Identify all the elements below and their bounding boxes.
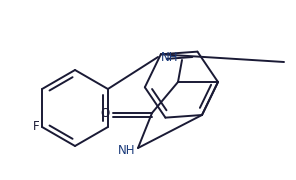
Text: NH: NH (161, 51, 179, 64)
Text: NH: NH (118, 143, 135, 156)
Text: F: F (33, 120, 39, 134)
Text: O: O (101, 107, 110, 120)
